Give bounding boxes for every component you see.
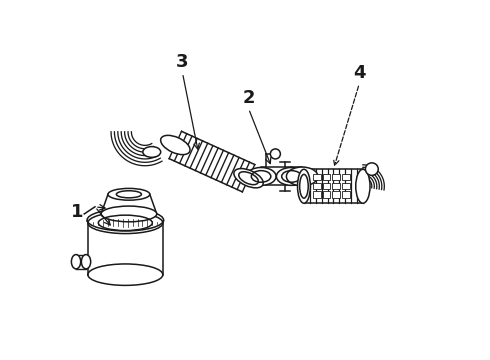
Ellipse shape — [81, 255, 91, 269]
Ellipse shape — [72, 255, 81, 269]
Bar — [313, 174, 321, 180]
Ellipse shape — [101, 206, 157, 222]
Bar — [313, 183, 321, 189]
Bar — [322, 183, 330, 189]
Ellipse shape — [276, 167, 306, 185]
Ellipse shape — [246, 167, 276, 185]
Ellipse shape — [87, 209, 164, 231]
Bar — [342, 174, 350, 180]
Ellipse shape — [297, 169, 310, 203]
Ellipse shape — [366, 163, 378, 175]
Text: 2: 2 — [243, 89, 255, 107]
Bar — [332, 174, 340, 180]
Ellipse shape — [286, 167, 318, 186]
Ellipse shape — [108, 188, 150, 200]
Ellipse shape — [88, 264, 163, 285]
Bar — [332, 183, 340, 189]
Text: 1: 1 — [71, 203, 83, 221]
Ellipse shape — [143, 147, 161, 157]
Bar — [322, 192, 330, 198]
Ellipse shape — [161, 135, 190, 155]
Text: 4: 4 — [353, 64, 366, 82]
Ellipse shape — [88, 212, 163, 234]
Bar — [322, 174, 330, 180]
Bar — [342, 192, 350, 198]
Bar — [313, 192, 321, 198]
Ellipse shape — [234, 168, 263, 188]
Ellipse shape — [356, 169, 370, 203]
Bar — [342, 183, 350, 189]
Ellipse shape — [270, 149, 280, 159]
Text: 3: 3 — [176, 53, 189, 71]
Bar — [332, 192, 340, 198]
